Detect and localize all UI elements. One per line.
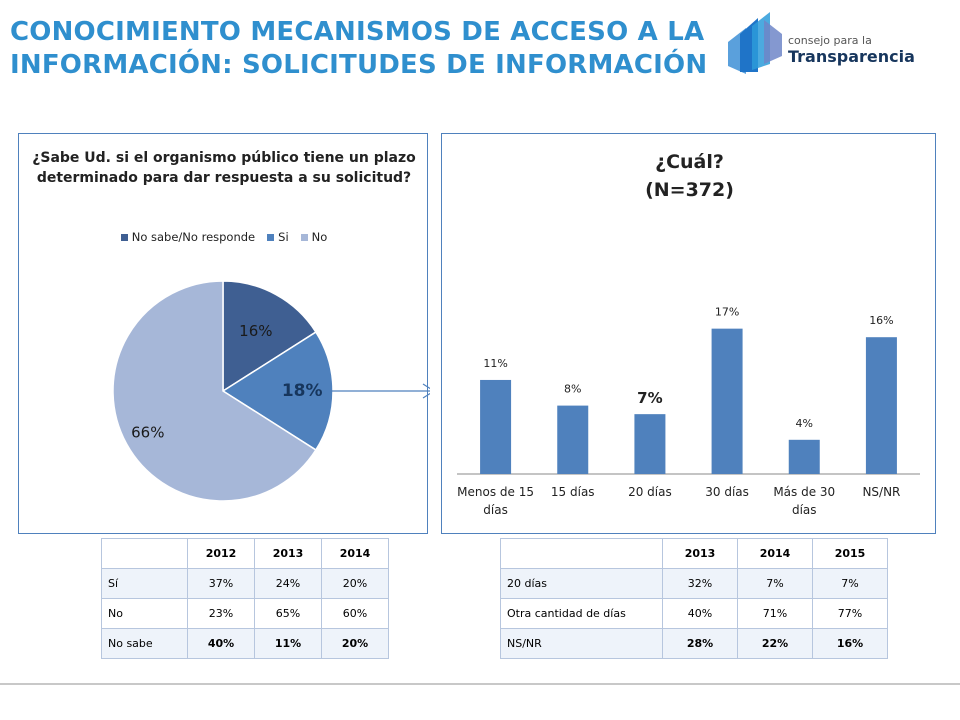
table-header-cell: 2014 [737,538,813,569]
row-label: Otra cantidad de días [500,598,663,629]
table-header-row: 2013 2014 2015 [500,538,888,569]
logo: consejo para la Transparencia [724,8,915,80]
logo-line2: Transparencia [788,47,915,66]
table-cell: 20% [321,628,389,659]
category-tick-label: 15 días [551,485,595,499]
pie-data-label: 18% [282,381,323,401]
legend-swatch [300,233,308,241]
table-cell: 65% [254,598,322,629]
pie-slice [112,280,317,502]
table-cell: 24% [254,568,322,599]
table-cell: 40% [187,628,255,659]
table-cell: 11% [254,628,322,659]
footer-divider [0,683,960,685]
table-row: Sí 37% 24% 20% [101,568,389,599]
table-header-cell: 2013 [254,538,322,569]
table-row: No sabe 40% 11% 20% [101,628,389,659]
pie-chart-title: ¿Sabe Ud. si el organismo público tiene … [32,150,416,186]
table-header-cell: 2012 [187,538,255,569]
table-row: No 23% 65% 60% [101,598,389,629]
table-cell: 40% [662,598,738,629]
table-2013-2015: 2013 2014 2015 20 días 32% 7% 7% Otra ca… [500,538,888,659]
table-cell: 28% [662,628,738,659]
bar [788,439,820,474]
arrow-connector [330,383,430,399]
legend-item-no-sabe: No sabe/No responde [120,230,256,244]
bar [711,328,743,474]
pie-legend: No sabe/No responde Si No [19,230,429,244]
row-label: NS/NR [500,628,663,659]
table-header-cell [101,538,188,569]
bar [634,414,666,474]
row-label: No [101,598,188,629]
legend-item-si: Si [267,230,289,244]
legend-label: No [311,230,328,244]
table-row: NS/NR 28% 22% 16% [500,628,888,659]
table-header-cell: 2014 [321,538,389,569]
pie-slice [222,280,317,393]
bar-chart: 11% Menos de 15 días 8% 15 días 7% 20 días 17% 3… [457,306,920,517]
category-tick-label: Menos de 15 días [457,485,534,517]
category-tick-label: NS/NR [862,485,900,499]
category-tick-label: Más de 30 días [773,485,835,517]
bar-data-label: 8% [564,383,581,396]
logo-line1: consejo para la [788,34,872,47]
bar-data-label: 17% [715,306,739,319]
table-cell: 77% [812,598,888,629]
table-cell: 16% [812,628,888,659]
bar [557,405,589,474]
table-cell: 22% [737,628,813,659]
bar-data-label: 16% [869,314,893,327]
table-cell: 32% [662,568,738,599]
row-label: No sabe [101,628,188,659]
page-title: CONOCIMIENTO MECANISMOS DE ACCESO A LA I… [10,17,708,80]
table-cell: 7% [737,568,813,599]
legend-label: No sabe/No responde [131,230,256,244]
bar-data-label: 11% [483,357,507,370]
bar-data-label: 7% [637,389,662,407]
bar-chart-title: ¿Cuál? (N=372) [442,148,937,204]
legend-label: Si [278,230,289,244]
row-label: 20 días [500,568,663,599]
legend-swatch [267,233,275,241]
table-cell: 37% [187,568,255,599]
pie-data-label: 16% [239,322,272,340]
table-2012-2014: 2012 2013 2014 Sí 37% 24% 20% No 23% 65%… [101,538,389,659]
bar-chart-title-main: ¿Cuál? [655,151,724,173]
table-header-cell [500,538,663,569]
bar-chart-panel: ¿Cuál? (N=372) 11% Menos de 15 días 8% 15 dí… [441,133,936,534]
table-row: 20 días 32% 7% 7% [500,568,888,599]
legend-item-no: No [300,230,328,244]
category-tick-label: 30 días [705,485,749,499]
table-row: Otra cantidad de días 40% 71% 77% [500,598,888,629]
table-header-cell: 2013 [662,538,738,569]
table-cell: 60% [321,598,389,629]
table-cell: 7% [812,568,888,599]
bar-chart-subtitle: (N=372) [645,179,734,201]
table-cell: 71% [737,598,813,629]
legend-swatch [120,233,128,241]
table-header-cell: 2015 [812,538,888,569]
row-label: Sí [101,568,188,599]
bar-data-label: 4% [796,417,813,430]
category-tick-label: 20 días [628,485,672,499]
bar [480,379,512,474]
pie-data-label: 66% [131,423,164,441]
table-header-row: 2012 2013 2014 [101,538,389,569]
table-cell: 20% [321,568,389,599]
table-cell: 23% [187,598,255,629]
transparency-logo-icon [728,12,782,74]
bar [865,337,897,474]
